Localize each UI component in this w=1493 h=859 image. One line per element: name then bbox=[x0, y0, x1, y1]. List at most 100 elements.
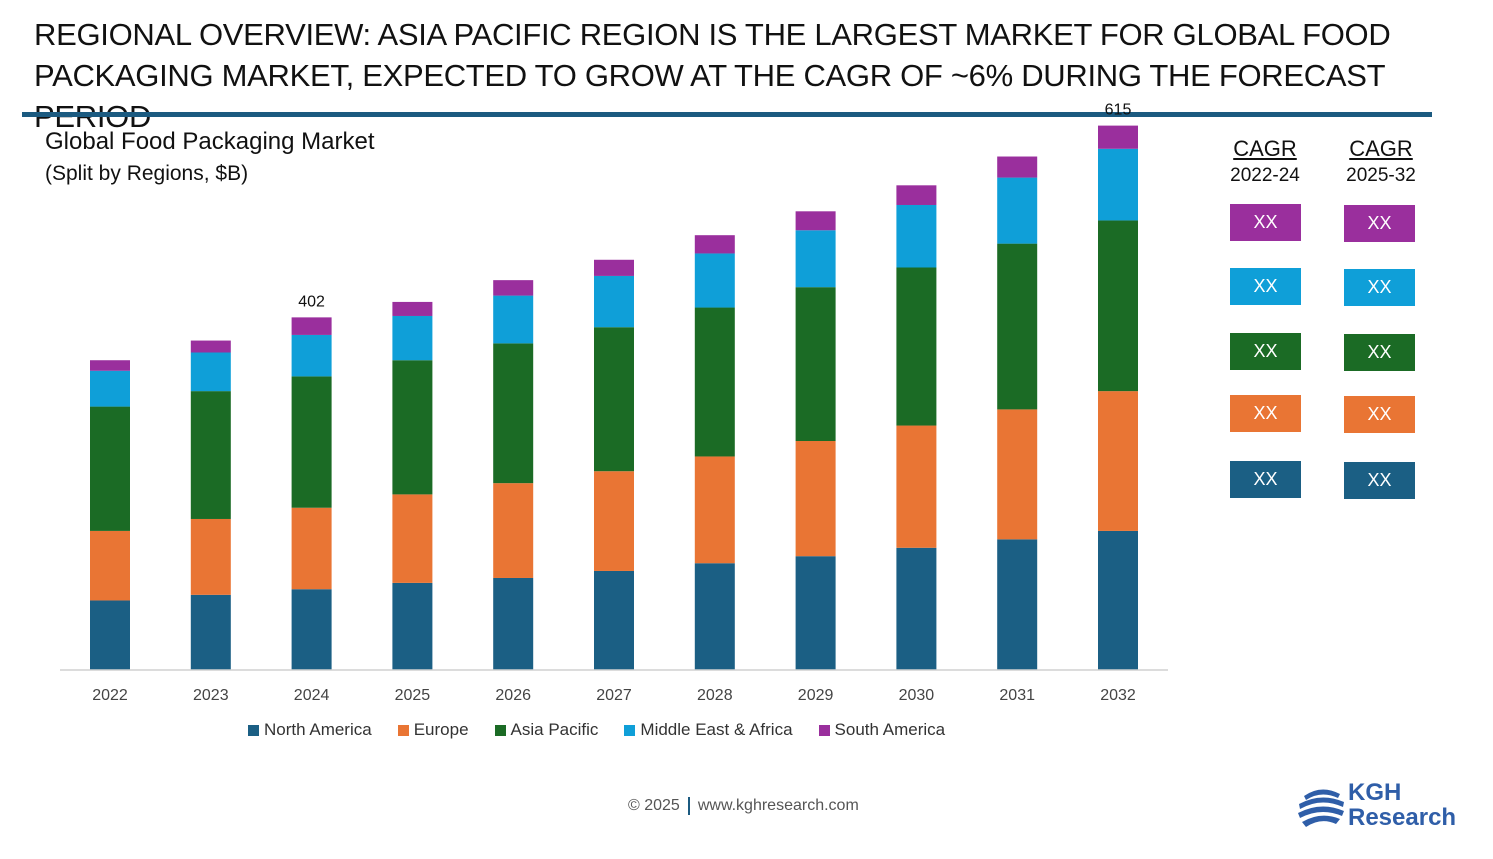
copyright-text: © 2025 bbox=[628, 797, 680, 814]
cagr-box-europe-2022-24: XX bbox=[1230, 395, 1301, 432]
cagr-box-middle-east-africa-2025-32: XX bbox=[1344, 269, 1415, 306]
bar-north-america-2028 bbox=[694, 563, 735, 670]
bar-north-america-2027 bbox=[594, 570, 634, 670]
bar-middle-east-africa-2029 bbox=[795, 230, 836, 288]
bar-europe-2029 bbox=[795, 441, 836, 557]
bar-asia-pacific-2023 bbox=[190, 391, 231, 519]
footer-separator bbox=[687, 797, 690, 815]
chart-legend: North America Europe Asia Pacific Middle… bbox=[248, 720, 945, 740]
legend-swatch bbox=[624, 724, 636, 736]
legend-label: Middle East & Africa bbox=[640, 720, 793, 739]
headline-line-1: REGIONAL OVERVIEW: ASIA PACIFIC REGION I… bbox=[34, 17, 1391, 52]
cagr-box-south-america-2025-32: XX bbox=[1344, 205, 1415, 242]
bar-middle-east-africa-2022 bbox=[90, 370, 130, 407]
legend-item-north-america: North America bbox=[248, 720, 372, 740]
x-tick-label-2022: 2022 bbox=[92, 687, 128, 704]
x-tick-label-2032: 2032 bbox=[1100, 687, 1136, 704]
legend-label: South America bbox=[834, 720, 946, 739]
stacked-bar-chart: 2022 2023 2024 402 2025 2026 2027 2028 2029 2030 2… bbox=[60, 102, 1168, 704]
bar-north-america-2031 bbox=[997, 539, 1038, 670]
bar-south-america-2022 bbox=[90, 360, 130, 371]
bar-asia-pacific-2032 bbox=[1098, 220, 1138, 392]
legend-item-middle-east-africa: Middle East & Africa bbox=[624, 720, 793, 740]
bar-south-america-2025 bbox=[392, 301, 433, 316]
bar-europe-2025 bbox=[392, 494, 433, 583]
x-tick-label-2030: 2030 bbox=[899, 687, 935, 704]
bar-europe-2026 bbox=[493, 483, 534, 578]
footer: © 2025 www.kghresearch.com bbox=[628, 797, 859, 815]
x-tick-label-2028: 2028 bbox=[697, 687, 733, 704]
bar-europe-2032 bbox=[1098, 391, 1138, 531]
cagr-box-south-america-2022-24: XX bbox=[1230, 204, 1301, 241]
bar-north-america-2032 bbox=[1098, 530, 1138, 670]
cagr-box-north-america-2022-24: XX bbox=[1230, 461, 1301, 498]
bar-south-america-2029 bbox=[795, 211, 836, 231]
cagr-title: CAGR bbox=[1233, 136, 1297, 161]
bar-middle-east-africa-2023 bbox=[190, 352, 231, 392]
bar-middle-east-africa-2028 bbox=[694, 253, 735, 308]
bar-middle-east-africa-2032 bbox=[1098, 148, 1138, 221]
bar-middle-east-africa-2027 bbox=[594, 275, 634, 328]
cagr-title: CAGR bbox=[1349, 136, 1413, 161]
legend-swatch bbox=[818, 724, 830, 736]
legend-swatch bbox=[494, 724, 506, 736]
bar-asia-pacific-2026 bbox=[493, 343, 534, 484]
header-divider bbox=[22, 112, 1432, 117]
bar-south-america-2032 bbox=[1098, 125, 1138, 149]
bar-europe-2031 bbox=[997, 409, 1038, 540]
bar-north-america-2026 bbox=[493, 577, 534, 670]
bar-asia-pacific-2030 bbox=[896, 267, 937, 426]
bar-south-america-2023 bbox=[190, 340, 231, 353]
bar-europe-2030 bbox=[896, 425, 937, 548]
kgh-research-logo: KGH Research bbox=[1296, 780, 1476, 834]
legend-swatch bbox=[397, 724, 409, 736]
bar-south-america-2024 bbox=[291, 317, 332, 335]
bar-middle-east-africa-2030 bbox=[896, 204, 937, 268]
legend-item-south-america: South America bbox=[818, 720, 946, 740]
labels-layer: 2022 2023 2024 402 2025 2026 2027 2028 2029 2030 2… bbox=[92, 102, 1136, 704]
chart-subtitle: (Split by Regions, $B) bbox=[45, 162, 249, 185]
legend-swatch bbox=[248, 724, 259, 736]
bar-north-america-2023 bbox=[190, 594, 231, 670]
cagr-box-asia-pacific-2022-24: XX bbox=[1230, 333, 1301, 370]
bar-asia-pacific-2031 bbox=[997, 243, 1038, 410]
x-tick-label-2027: 2027 bbox=[596, 687, 632, 704]
cagr-header-2025-32: CAGR 2025-32 bbox=[1326, 135, 1436, 189]
logo-line-1: KGH bbox=[1348, 779, 1402, 806]
cagr-box-asia-pacific-2025-32: XX bbox=[1344, 334, 1415, 371]
cagr-box-north-america-2025-32: XX bbox=[1344, 462, 1415, 499]
chart-title: Global Food Packaging Market bbox=[45, 128, 375, 155]
logo-line-2: Research bbox=[1348, 804, 1457, 831]
bar-asia-pacific-2028 bbox=[694, 307, 735, 457]
bar-asia-pacific-2027 bbox=[594, 327, 634, 472]
legend-label: North America bbox=[264, 720, 372, 739]
bar-asia-pacific-2029 bbox=[795, 287, 836, 442]
x-tick-label-2025: 2025 bbox=[395, 687, 431, 704]
x-tick-label-2024: 2024 bbox=[294, 687, 330, 704]
website-link[interactable]: www.kghresearch.com bbox=[697, 797, 859, 814]
bar-south-america-2028 bbox=[694, 235, 735, 254]
x-tick-label-2031: 2031 bbox=[999, 687, 1035, 704]
bar-europe-2027 bbox=[594, 471, 634, 571]
total-label-2024: 402 bbox=[298, 293, 325, 310]
bar-north-america-2024 bbox=[291, 589, 332, 670]
headline: REGIONAL OVERVIEW: ASIA PACIFIC REGION I… bbox=[34, 14, 1454, 137]
cagr-header-2022-24: CAGR 2022-24 bbox=[1210, 135, 1320, 189]
cagr-period: 2022-24 bbox=[1230, 165, 1300, 186]
bar-middle-east-africa-2024 bbox=[291, 334, 332, 377]
bars-layer bbox=[90, 125, 1138, 670]
bar-middle-east-africa-2031 bbox=[997, 177, 1038, 244]
bar-north-america-2030 bbox=[896, 547, 937, 670]
legend-item-europe: Europe bbox=[397, 720, 469, 740]
bar-asia-pacific-2022 bbox=[90, 406, 130, 531]
x-tick-label-2029: 2029 bbox=[798, 687, 834, 704]
bar-middle-east-africa-2026 bbox=[493, 295, 534, 344]
cagr-box-europe-2025-32: XX bbox=[1344, 396, 1415, 433]
bar-europe-2028 bbox=[694, 456, 735, 564]
bar-middle-east-africa-2025 bbox=[392, 315, 433, 361]
bar-north-america-2025 bbox=[392, 582, 433, 670]
legend-item-asia-pacific: Asia Pacific bbox=[494, 720, 598, 740]
bar-europe-2022 bbox=[90, 530, 130, 601]
bar-europe-2023 bbox=[190, 518, 231, 595]
bar-asia-pacific-2025 bbox=[392, 360, 433, 495]
